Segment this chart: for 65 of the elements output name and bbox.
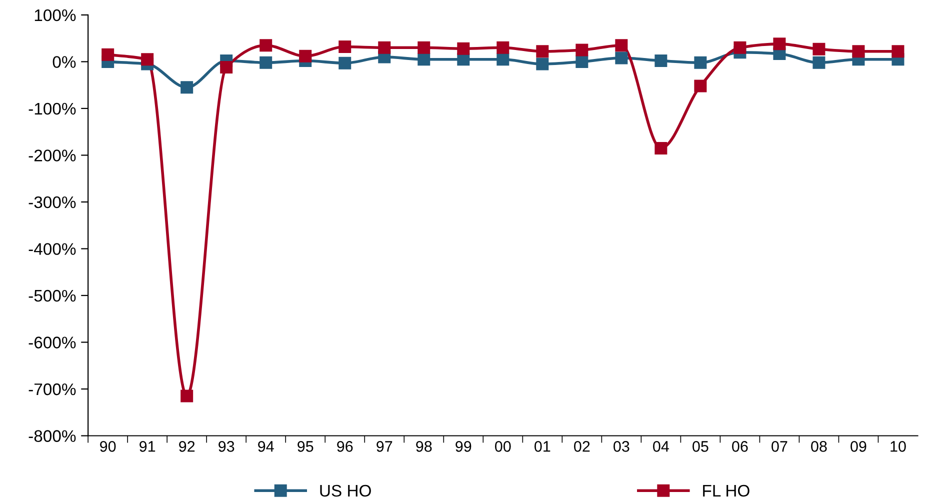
y-tick-label: -200% xyxy=(28,150,76,162)
point xyxy=(694,80,707,92)
x-tick-label: 96 xyxy=(337,441,353,452)
x-tick-label: 06 xyxy=(732,441,748,452)
point xyxy=(852,45,865,58)
point xyxy=(496,41,510,54)
legend-label: FL HO xyxy=(703,484,750,497)
y-tick-label: 0% xyxy=(52,56,76,68)
point xyxy=(615,39,628,52)
point xyxy=(812,42,826,56)
point xyxy=(615,52,628,64)
y-tick-label: -700% xyxy=(28,383,76,396)
point xyxy=(654,54,668,68)
point xyxy=(180,390,194,402)
point xyxy=(694,56,707,69)
point xyxy=(892,45,904,58)
x-tick-label: 03 xyxy=(614,441,630,452)
x-tick-label: 00 xyxy=(495,441,511,452)
point xyxy=(378,41,391,54)
point xyxy=(773,38,786,50)
x-tick-label: 02 xyxy=(574,441,590,452)
x-tick-label: 07 xyxy=(772,441,788,452)
legend-label: US HO xyxy=(320,484,371,497)
x-tick-label: 05 xyxy=(692,441,708,452)
x-tick-label: 90 xyxy=(100,441,116,452)
x-tick-label: 04 xyxy=(653,441,669,452)
point xyxy=(338,40,352,53)
y-tick-label: -300% xyxy=(28,196,76,208)
point xyxy=(180,81,194,94)
x-tick-label: 09 xyxy=(850,441,866,452)
point xyxy=(536,45,549,58)
point xyxy=(576,55,588,68)
y-tick-label: -100% xyxy=(28,102,76,115)
x-tick-label: 93 xyxy=(218,441,234,452)
x-tick-label: 94 xyxy=(258,441,274,452)
y-tick-label: 100% xyxy=(34,9,76,22)
x-tick-label: 97 xyxy=(376,441,392,452)
point xyxy=(220,61,233,74)
point xyxy=(260,39,272,52)
point xyxy=(576,44,588,56)
x-tick-label: 91 xyxy=(140,441,156,452)
x-tick-label: 10 xyxy=(890,441,906,452)
x-tick-label: 98 xyxy=(416,441,432,452)
x-tick-label: 99 xyxy=(456,441,472,452)
point xyxy=(496,53,510,66)
point xyxy=(102,48,114,61)
y-tick-label: -600% xyxy=(28,336,76,348)
point xyxy=(299,50,312,62)
point xyxy=(536,58,549,70)
point xyxy=(457,42,470,55)
point xyxy=(260,56,272,69)
x-tick-label: 95 xyxy=(298,441,314,452)
point xyxy=(812,56,826,69)
y-tick-label: -500% xyxy=(28,290,76,302)
point xyxy=(338,56,352,70)
point xyxy=(418,53,430,66)
point xyxy=(141,53,154,66)
x-tick-label: 01 xyxy=(534,441,550,452)
y-tick-label: -400% xyxy=(28,243,76,255)
x-tick-label: 92 xyxy=(179,441,195,452)
point xyxy=(734,41,746,54)
point xyxy=(418,41,430,54)
x-tick-label: 08 xyxy=(811,441,827,452)
y-tick-label: -800% xyxy=(28,430,76,442)
point xyxy=(654,142,668,154)
